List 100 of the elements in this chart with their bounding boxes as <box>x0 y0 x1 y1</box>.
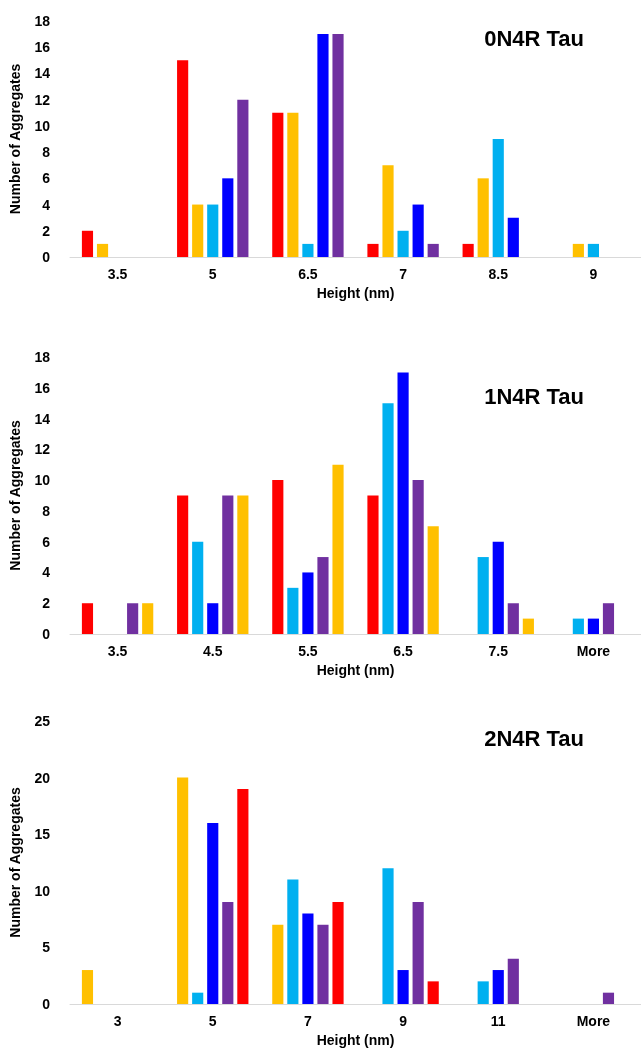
y-tick-label: 16 <box>34 379 51 396</box>
bar <box>572 618 584 634</box>
x-axis-title: Height (nm) <box>316 285 395 301</box>
y-tick-label: 8 <box>42 144 51 161</box>
x-tick-label: 3.5 <box>107 266 128 282</box>
bar <box>222 902 234 1004</box>
bar <box>332 464 344 634</box>
bar <box>492 970 504 1004</box>
bar <box>587 618 599 634</box>
bar <box>602 603 615 634</box>
bar <box>397 372 409 634</box>
bar <box>287 112 299 257</box>
y-tick-label: 10 <box>34 472 51 489</box>
y-axis-title: Number of Aggregates <box>7 787 23 938</box>
x-tick-label: More <box>576 643 611 659</box>
y-tick-label: 5 <box>42 939 51 956</box>
bar <box>142 603 154 634</box>
x-tick-label: 6.5 <box>393 643 414 659</box>
x-tick-label: 3 <box>113 1013 122 1029</box>
x-tick-label: 5 <box>208 266 217 282</box>
bar <box>367 495 379 634</box>
bar <box>207 204 219 257</box>
bar <box>587 243 599 257</box>
y-tick-label: 25 <box>34 713 51 729</box>
bar <box>81 230 94 257</box>
bar <box>302 913 314 1004</box>
bar <box>412 902 424 1004</box>
y-tick-label: 0 <box>42 249 51 265</box>
x-tick-label: 4.5 <box>203 643 223 659</box>
bar <box>572 243 584 257</box>
y-tick-label: 12 <box>34 91 51 108</box>
y-tick-label: 6 <box>42 170 51 187</box>
y-tick-label: 15 <box>34 826 51 843</box>
y-axis-title: Number of Aggregates <box>7 420 23 571</box>
bar <box>302 572 314 634</box>
bar <box>177 495 189 634</box>
bar <box>427 526 439 634</box>
chart-title: 2N4R Tau <box>484 725 585 751</box>
x-tick-label: 5 <box>208 1013 217 1029</box>
bar <box>81 603 94 634</box>
bar <box>302 243 314 257</box>
y-tick-label: 4 <box>42 196 51 213</box>
y-tick-label: 2 <box>42 222 51 239</box>
bar <box>237 495 249 634</box>
bar <box>382 403 394 634</box>
y-tick-label: 10 <box>34 117 51 134</box>
x-tick-label: 3.5 <box>107 643 128 659</box>
bar <box>427 981 439 1004</box>
bar <box>317 924 329 1004</box>
bar <box>382 868 394 1004</box>
bar <box>477 178 489 257</box>
bar <box>397 230 409 257</box>
bar <box>397 970 409 1004</box>
x-axis-title: Height (nm) <box>316 662 395 678</box>
x-tick-label: 6.5 <box>298 266 318 282</box>
x-tick-label: 7 <box>304 1013 313 1029</box>
bar <box>192 541 204 634</box>
y-tick-label: 18 <box>34 13 51 29</box>
y-tick-label: 14 <box>34 65 51 82</box>
bar <box>332 34 344 257</box>
bar <box>222 178 234 257</box>
x-tick-label: 7 <box>399 266 408 282</box>
bar <box>237 788 249 1004</box>
x-tick-label: 8.5 <box>488 266 509 282</box>
y-tick-label: 6 <box>42 533 51 550</box>
bar <box>522 618 534 634</box>
bar <box>222 495 234 634</box>
y-axis-title: Number of Aggregates <box>7 63 23 215</box>
bar <box>207 822 219 1004</box>
bar <box>272 924 284 1004</box>
bar <box>382 165 394 257</box>
bar <box>492 139 504 257</box>
x-tick-label: 5.5 <box>298 643 318 659</box>
bar <box>207 603 219 634</box>
x-tick-label: 9 <box>399 1013 408 1029</box>
bar <box>192 204 204 257</box>
x-tick-label: 11 <box>490 1013 506 1029</box>
bar <box>177 60 189 257</box>
y-tick-label: 14 <box>34 410 51 427</box>
bar <box>96 243 109 257</box>
bar <box>272 480 284 634</box>
bar <box>492 541 504 634</box>
bar <box>272 112 284 257</box>
bar <box>477 557 489 634</box>
bar <box>287 879 299 1004</box>
bar <box>127 603 139 634</box>
bar <box>192 992 204 1004</box>
bar <box>81 970 94 1004</box>
bar <box>287 587 299 634</box>
bar <box>427 243 439 257</box>
y-tick-label: 0 <box>42 996 51 1012</box>
bar <box>237 99 249 257</box>
bar <box>177 777 189 1004</box>
y-tick-label: 12 <box>34 441 51 458</box>
y-tick-label: 0 <box>42 626 51 642</box>
bar <box>412 480 424 634</box>
bar <box>317 34 329 257</box>
y-tick-label: 20 <box>34 769 51 786</box>
x-tick-label: More <box>576 1013 611 1029</box>
y-tick-label: 2 <box>42 595 51 612</box>
